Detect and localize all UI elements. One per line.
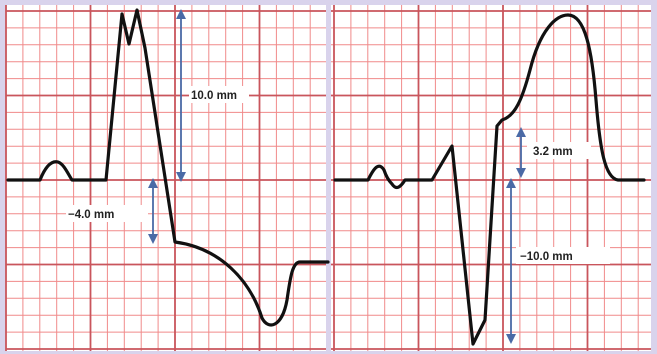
left-st-depression-arrow <box>148 178 158 244</box>
left-st-depression-label: −4.0 mm <box>68 209 114 221</box>
left-ecg-trace <box>6 8 330 327</box>
right-st-elevation-arrow <box>516 127 526 178</box>
left-st-elevation-label: 10.0 mm <box>191 90 237 102</box>
right-st-depression-label: −10.0 mm <box>520 251 573 263</box>
right-st-depression-label-bg <box>516 247 610 264</box>
right-ecg-grid <box>331 5 651 351</box>
left-st-depression-label-bg <box>66 205 148 222</box>
right-st-elevation-label: 3.2 mm <box>533 146 573 158</box>
right-st-elevation-label-bg <box>527 142 591 159</box>
right-ecg-trace <box>333 13 646 346</box>
right-st-depression-arrow <box>506 178 516 344</box>
left-st-elevation-arrow <box>176 9 186 182</box>
left-st-elevation-label-bg <box>189 86 249 103</box>
left-ecg-grid <box>5 5 326 351</box>
right-ecg-panel <box>331 5 651 351</box>
